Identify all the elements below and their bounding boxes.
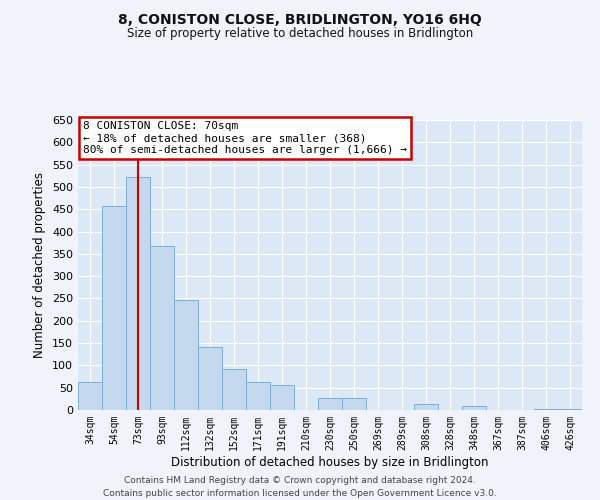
Bar [198,346,222,410]
Bar [414,404,438,410]
Text: Size of property relative to detached houses in Bridlington: Size of property relative to detached ho… [127,28,473,40]
Text: Contains HM Land Registry data © Crown copyright and database right 2024.
Contai: Contains HM Land Registry data © Crown c… [103,476,497,498]
Bar [150,246,174,410]
Bar [462,406,486,410]
Text: 8 CONISTON CLOSE: 70sqm
← 18% of detached houses are smaller (368)
80% of semi-d: 8 CONISTON CLOSE: 70sqm ← 18% of detache… [83,122,407,154]
Bar [318,398,342,410]
Y-axis label: Number of detached properties: Number of detached properties [34,172,46,358]
Bar [174,300,198,410]
Text: 8, CONISTON CLOSE, BRIDLINGTON, YO16 6HQ: 8, CONISTON CLOSE, BRIDLINGTON, YO16 6HQ [118,12,482,26]
Bar [102,206,126,410]
Bar [246,382,270,410]
Bar [534,408,558,410]
Bar [558,409,582,410]
X-axis label: Distribution of detached houses by size in Bridlington: Distribution of detached houses by size … [171,456,489,468]
Bar [78,382,102,410]
Bar [270,386,294,410]
Bar [126,177,150,410]
Bar [342,398,366,410]
Bar [222,368,246,410]
